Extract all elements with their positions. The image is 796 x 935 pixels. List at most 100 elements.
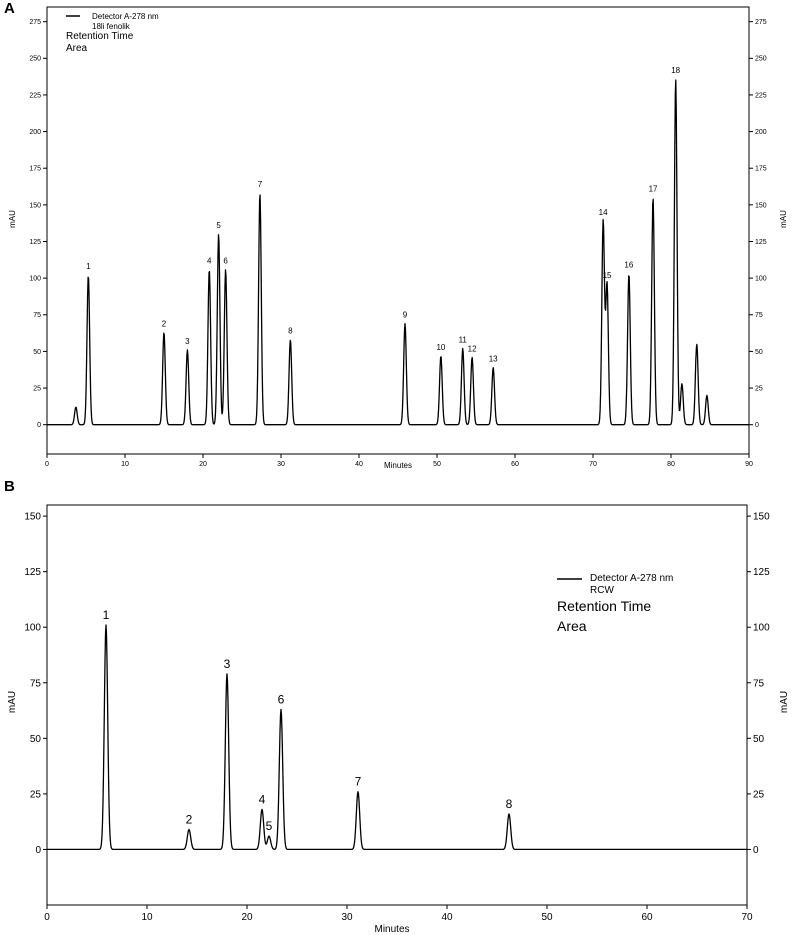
peak-label: 2 xyxy=(186,812,193,826)
y-tick-label-left: 0 xyxy=(37,422,41,429)
legend-detector: Detector A-278 nm xyxy=(92,12,159,21)
y-tick-label-left: 275 xyxy=(29,19,41,26)
y-tick-label-right: 0 xyxy=(755,422,759,429)
peak-label: 11 xyxy=(459,335,468,344)
x-tick-label: 50 xyxy=(433,461,441,468)
y-tick-label-right: 25 xyxy=(753,789,765,800)
y-tick-label-right: 225 xyxy=(755,92,767,99)
y-tick-label-left: 125 xyxy=(29,239,41,246)
y-tick-label-right: 100 xyxy=(755,276,767,283)
legend-area: Area xyxy=(557,618,587,634)
x-tick-label: 20 xyxy=(241,912,253,923)
y-axis-title-right: mAU xyxy=(779,210,788,228)
y-tick-label-right: 175 xyxy=(755,166,767,173)
y-tick-label-right: 125 xyxy=(755,239,767,246)
x-tick-label: 10 xyxy=(141,912,153,923)
x-tick-label: 70 xyxy=(741,912,753,923)
y-tick-label-left: 25 xyxy=(33,385,41,392)
peak-label: 5 xyxy=(266,819,273,833)
y-tick-label-left: 100 xyxy=(29,276,41,283)
y-tick-label-left: 25 xyxy=(30,789,42,800)
panel-label-a: A xyxy=(4,0,15,17)
panel-label-b: B xyxy=(4,478,15,495)
x-axis-title: Minutes xyxy=(384,461,412,470)
plot-frame xyxy=(46,6,750,455)
peak-label: 7 xyxy=(258,180,263,189)
y-tick-label-left: 200 xyxy=(29,129,41,136)
x-tick-label: 40 xyxy=(355,461,363,468)
x-tick-label: 40 xyxy=(441,912,453,923)
legend-retention-time: Retention Time xyxy=(66,31,134,42)
y-tick-label-right: 200 xyxy=(755,129,767,136)
peak-labels: 1 2 3 45 6 7 8 xyxy=(103,608,513,833)
y-tick-label-left: 75 xyxy=(30,678,42,689)
legend-sample: RCW xyxy=(590,585,614,596)
x-tick-label: 0 xyxy=(44,912,50,923)
y-tick-label-right: 50 xyxy=(755,349,763,356)
y-tick-label-left: 150 xyxy=(24,512,41,523)
peak-label: 13 xyxy=(489,355,498,364)
legend-sample: 18li fenolik xyxy=(92,22,131,31)
peak-label: 7 xyxy=(355,775,362,789)
x-tick-label: 0 xyxy=(45,461,49,468)
peak-label: 4 xyxy=(207,256,212,265)
legend-detector: Detector A-278 nm xyxy=(590,573,673,584)
y-tick-label-right: 0 xyxy=(753,845,759,856)
x-tick-label: 80 xyxy=(667,461,675,468)
chromatogram-trace xyxy=(46,624,748,851)
legend-retention-time: Retention Time xyxy=(557,598,651,614)
y-tick-label-right: 150 xyxy=(755,202,767,209)
y-axis-title-left: mAU xyxy=(7,691,18,713)
y-tick-label-left: 250 xyxy=(29,56,41,63)
peak-label: 5 xyxy=(216,221,221,230)
x-tick-label: 10 xyxy=(121,461,129,468)
peak-label: 1 xyxy=(86,262,91,271)
y-tick-label-right: 250 xyxy=(755,56,767,63)
y-tick-label-right: 275 xyxy=(755,19,767,26)
peak-label: 17 xyxy=(649,185,658,194)
peak-label: 6 xyxy=(278,692,285,706)
x-tick-label: 50 xyxy=(541,912,553,923)
y-tick-label-right: 25 xyxy=(755,385,763,392)
peak-label: 9 xyxy=(403,311,408,320)
peak-label: 8 xyxy=(506,797,513,811)
peak-label: 15 xyxy=(603,271,612,280)
y-tick-label-left: 50 xyxy=(33,349,41,356)
y-tick-label-left: 0 xyxy=(35,845,41,856)
peak-label: 16 xyxy=(624,261,633,270)
y-tick-label-left: 75 xyxy=(33,312,41,319)
y-axis-title-right: mAU xyxy=(779,691,790,713)
y-tick-label-right: 75 xyxy=(755,312,763,319)
chromatogram-trace xyxy=(46,79,750,426)
x-tick-label: 60 xyxy=(511,461,519,468)
plot-frame xyxy=(46,504,748,906)
y-tick-label-right: 150 xyxy=(753,512,770,523)
peak-label: 14 xyxy=(599,208,608,217)
y-tick-label-right: 75 xyxy=(753,678,765,689)
peak-label: 10 xyxy=(436,343,445,352)
y-axis-title-left: mAU xyxy=(8,210,17,228)
x-axis-title: Minutes xyxy=(374,924,409,935)
x-tick-label: 60 xyxy=(641,912,653,923)
y-tick-label-left: 50 xyxy=(30,734,42,745)
x-tick-label: 20 xyxy=(199,461,207,468)
peak-label: 3 xyxy=(224,657,231,671)
peak-label: 2 xyxy=(162,319,167,328)
peak-label: 18 xyxy=(671,66,680,75)
y-tick-label-left: 175 xyxy=(29,166,41,173)
y-tick-label-left: 150 xyxy=(29,202,41,209)
y-tick-label-right: 100 xyxy=(753,623,770,634)
y-tick-label-right: 50 xyxy=(753,734,765,745)
peak-label: 12 xyxy=(468,344,477,353)
y-tick-label-left: 125 xyxy=(24,567,41,578)
x-tick-label: 90 xyxy=(745,461,753,468)
peak-label: 3 xyxy=(185,337,190,346)
peak-label: 4 xyxy=(259,792,266,806)
peak-label: 8 xyxy=(288,327,293,336)
peak-label: 1 xyxy=(103,608,110,622)
